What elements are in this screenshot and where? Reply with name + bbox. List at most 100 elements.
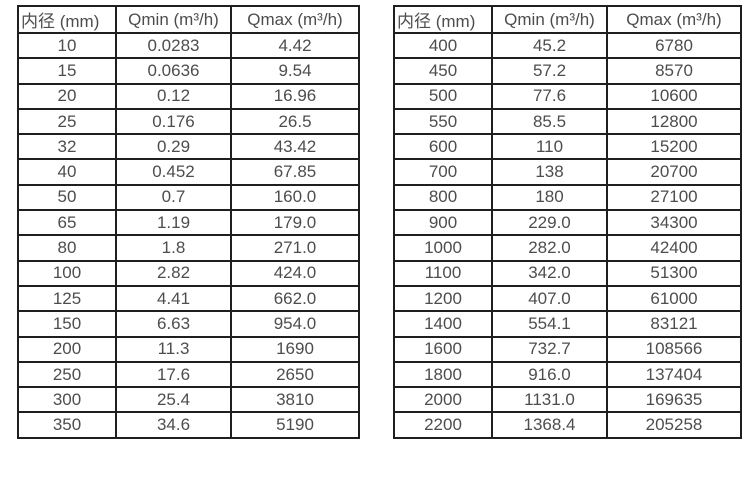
qmax-cell: 15200 <box>606 133 742 161</box>
header-row: 内径 (mm) Qmin (m³/h) Qmax (m³/h) <box>17 5 360 34</box>
qmax-cell: 34300 <box>606 209 742 237</box>
table-row: 300 25.4 3810 <box>17 386 360 414</box>
table-row: 250 17.6 2650 <box>17 360 360 389</box>
table-header: 内径 (mm) Qmin (m³/h) Qmax (m³/h) <box>17 5 360 34</box>
col-header-diameter: 内径 (mm) <box>393 5 493 34</box>
diameter-cell: 1400 <box>393 310 493 338</box>
qmax-cell: 2650 <box>230 360 360 389</box>
qmin-cell: 138 <box>491 158 608 186</box>
diameter-cell: 900 <box>393 209 493 237</box>
table-row: 1400 554.1 83121 <box>393 310 742 338</box>
qmax-cell: 16.96 <box>230 82 360 110</box>
diameter-cell: 100 <box>17 259 117 287</box>
qmax-cell: 169635 <box>606 386 742 414</box>
col-header-qmin: Qmin (m³/h) <box>115 5 232 34</box>
qmax-cell: 205258 <box>606 411 742 439</box>
table-row: 700 138 20700 <box>393 158 742 186</box>
table-row: 500 77.6 10600 <box>393 82 742 110</box>
qmin-cell: 11.3 <box>115 335 232 363</box>
table-row: 350 34.6 5190 <box>17 411 360 439</box>
qmax-cell: 6780 <box>606 31 742 60</box>
diameter-cell: 1600 <box>393 335 493 363</box>
table-row: 1100 342.0 51300 <box>393 259 742 287</box>
qmax-cell: 9.54 <box>230 57 360 85</box>
col-header-qmax: Qmax (m³/h) <box>230 5 360 34</box>
diameter-cell: 32 <box>17 133 117 161</box>
qmin-cell: 916.0 <box>491 360 608 389</box>
diameter-cell: 200 <box>17 335 117 363</box>
header-row: 内径 (mm) Qmin (m³/h) Qmax (m³/h) <box>393 5 742 34</box>
diameter-cell: 20 <box>17 82 117 110</box>
diameter-cell: 400 <box>393 31 493 60</box>
qmax-cell: 662.0 <box>230 284 360 313</box>
qmax-cell: 4.42 <box>230 31 360 60</box>
qmax-cell: 179.0 <box>230 209 360 237</box>
table-row: 20 0.12 16.96 <box>17 82 360 110</box>
qmax-cell: 271.0 <box>230 234 360 262</box>
table-row: 40 0.452 67.85 <box>17 158 360 186</box>
table-row: 10 0.0283 4.42 <box>17 31 360 60</box>
qmin-cell: 45.2 <box>491 31 608 60</box>
qmax-cell: 5190 <box>230 411 360 439</box>
qmin-cell: 180 <box>491 183 608 212</box>
qmax-cell: 1690 <box>230 335 360 363</box>
qmin-cell: 0.0283 <box>115 31 232 60</box>
table-row: 400 45.2 6780 <box>393 31 742 60</box>
diameter-cell: 2000 <box>393 386 493 414</box>
diameter-cell: 500 <box>393 82 493 110</box>
diameter-cell: 65 <box>17 209 117 237</box>
qmin-cell: 0.176 <box>115 107 232 136</box>
qmax-cell: 26.5 <box>230 107 360 136</box>
table-row: 1200 407.0 61000 <box>393 284 742 313</box>
qmin-cell: 554.1 <box>491 310 608 338</box>
qmax-cell: 12800 <box>606 107 742 136</box>
diameter-cell: 450 <box>393 57 493 85</box>
qmax-cell: 3810 <box>230 386 360 414</box>
qmin-cell: 0.12 <box>115 82 232 110</box>
qmin-cell: 2.82 <box>115 259 232 287</box>
diameter-cell: 50 <box>17 183 117 212</box>
qmin-cell: 282.0 <box>491 234 608 262</box>
table-row: 150 6.63 954.0 <box>17 310 360 338</box>
table-row: 800 180 27100 <box>393 183 742 212</box>
table-row: 550 85.5 12800 <box>393 107 742 136</box>
qmin-cell: 0.7 <box>115 183 232 212</box>
qmax-cell: 160.0 <box>230 183 360 212</box>
diameter-cell: 25 <box>17 107 117 136</box>
diameter-cell: 150 <box>17 310 117 338</box>
col-header-qmin: Qmin (m³/h) <box>491 5 608 34</box>
diameter-cell: 550 <box>393 107 493 136</box>
qmax-cell: 51300 <box>606 259 742 287</box>
qmax-cell: 137404 <box>606 360 742 389</box>
table-row: 80 1.8 271.0 <box>17 234 360 262</box>
qmin-cell: 0.29 <box>115 133 232 161</box>
qmax-cell: 954.0 <box>230 310 360 338</box>
table-row: 15 0.0636 9.54 <box>17 57 360 85</box>
qmin-cell: 110 <box>491 133 608 161</box>
table-row: 65 1.19 179.0 <box>17 209 360 237</box>
diameter-cell: 1100 <box>393 259 493 287</box>
qmin-cell: 1.19 <box>115 209 232 237</box>
diameter-cell: 250 <box>17 360 117 389</box>
qmax-cell: 10600 <box>606 82 742 110</box>
table-row: 2000 1131.0 169635 <box>393 386 742 414</box>
table-row: 450 57.2 8570 <box>393 57 742 85</box>
table-row: 2200 1368.4 205258 <box>393 411 742 439</box>
qmax-cell: 27100 <box>606 183 742 212</box>
table-row: 900 229.0 34300 <box>393 209 742 237</box>
diameter-cell: 1800 <box>393 360 493 389</box>
qmin-cell: 6.63 <box>115 310 232 338</box>
qmin-cell: 1131.0 <box>491 386 608 414</box>
qmin-cell: 342.0 <box>491 259 608 287</box>
qmax-cell: 424.0 <box>230 259 360 287</box>
qmin-cell: 25.4 <box>115 386 232 414</box>
qmin-cell: 229.0 <box>491 209 608 237</box>
diameter-cell: 700 <box>393 158 493 186</box>
diameter-cell: 10 <box>17 31 117 60</box>
qmax-cell: 83121 <box>606 310 742 338</box>
qmin-cell: 1368.4 <box>491 411 608 439</box>
qmin-cell: 0.452 <box>115 158 232 186</box>
qmax-cell: 8570 <box>606 57 742 85</box>
qmin-cell: 34.6 <box>115 411 232 439</box>
flow-spec-table-small-diameters: 内径 (mm) Qmin (m³/h) Qmax (m³/h) 10 0.0283… <box>17 5 360 439</box>
